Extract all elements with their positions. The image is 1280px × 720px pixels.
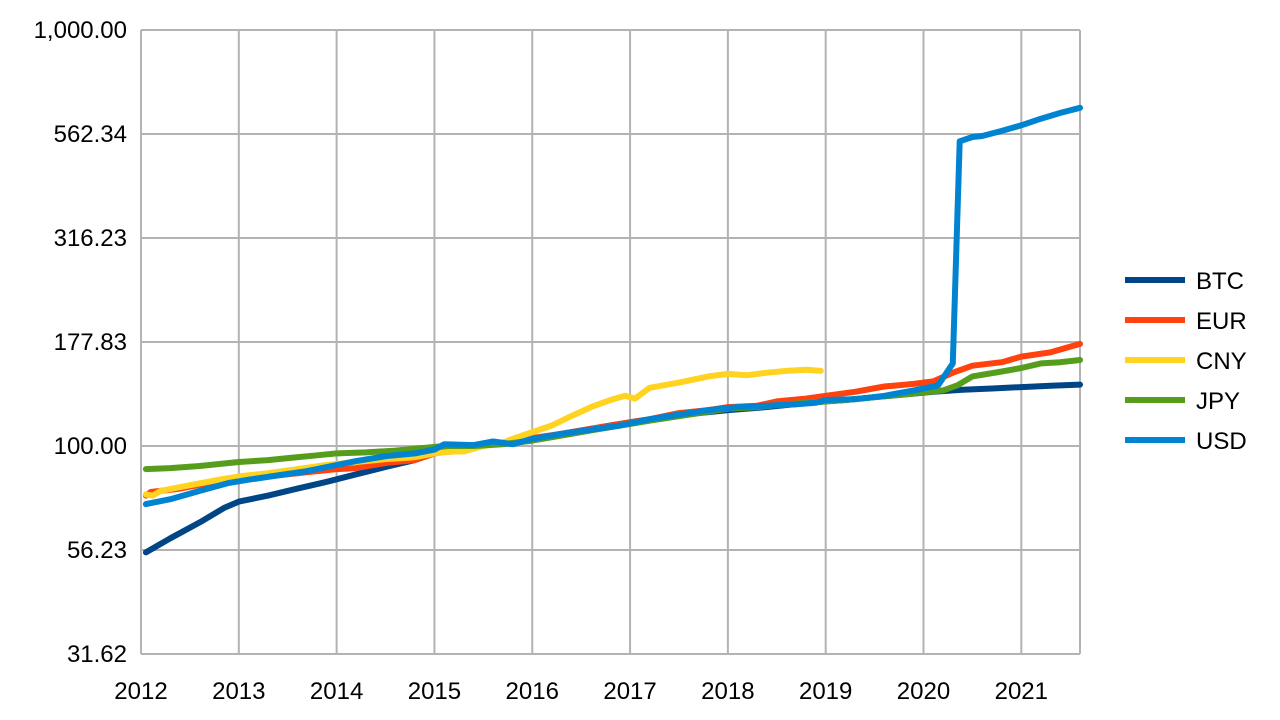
y-tick-label: 177.83 xyxy=(54,329,127,356)
y-tick-label: 1,000.00 xyxy=(34,17,127,44)
x-tick-label: 2014 xyxy=(310,678,363,705)
y-tick-label: 31.62 xyxy=(67,641,127,668)
grid xyxy=(140,29,1081,655)
x-tick-label: 2015 xyxy=(408,678,461,705)
legend-label-jpy: JPY xyxy=(1196,388,1240,415)
x-tick-label: 2013 xyxy=(212,678,265,705)
y-axis-tick-labels: 1,000.00 562.34 316.23 177.83 100.00 56.23 31.… xyxy=(34,17,127,668)
series-line-usd xyxy=(142,104,1083,508)
legend: BTC EUR CNY JPY USD xyxy=(1125,268,1247,455)
x-tick-label: 2017 xyxy=(603,678,656,705)
x-tick-label: 2016 xyxy=(506,678,559,705)
x-tick-label: 2020 xyxy=(897,678,950,705)
legend-label-cny: CNY xyxy=(1196,348,1247,375)
x-tick-label: 2021 xyxy=(995,678,1048,705)
legend-label-eur: EUR xyxy=(1196,308,1247,335)
x-tick-label: 2018 xyxy=(701,678,754,705)
y-tick-label: 100.00 xyxy=(54,433,127,460)
x-tick-label: 2012 xyxy=(114,678,167,705)
series-lines xyxy=(142,104,1083,556)
series-line-cny xyxy=(142,366,824,499)
y-tick-label: 316.23 xyxy=(54,225,127,252)
x-axis-tick-labels: 2012 2013 2014 2015 2016 2017 2018 2019 2020 2021 xyxy=(114,678,1048,705)
y-tick-label: 56.23 xyxy=(67,537,127,564)
x-tick-label: 2019 xyxy=(799,678,852,705)
y-tick-label: 562.34 xyxy=(54,121,127,148)
legend-label-usd: USD xyxy=(1196,428,1247,455)
legend-label-btc: BTC xyxy=(1196,268,1244,295)
